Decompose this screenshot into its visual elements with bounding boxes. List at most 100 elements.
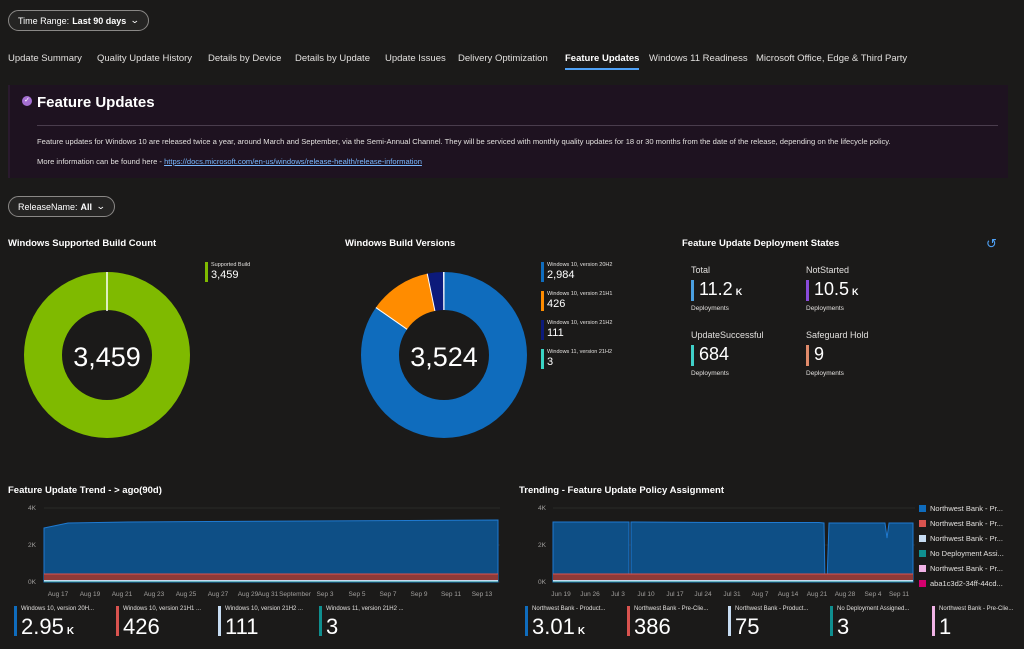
x-tick: Aug 14 [778,591,799,598]
tab-delivery-optimization[interactable]: Delivery Optimization [458,53,548,64]
legend-label: Windows 10, version 21H1 [547,291,613,297]
kpi-not-started[interactable]: NotStarted 10.5 K Deployments [806,265,859,312]
tab-windows-11-readiness[interactable]: Windows 11 Readiness [649,53,748,64]
x-tick: Sep 11 [889,591,910,598]
series-nwb-product-area[interactable] [552,521,914,583]
kpi-label: Northwest Bank - Product... [735,606,809,612]
tab-office-edge-third-party[interactable]: Microsoft Office, Edge & Third Party [756,53,908,64]
kpi-accent [932,606,935,636]
banner-description: Feature updates for Windows 10 are relea… [37,137,891,146]
legend-label: Northwest Bank - Pr... [930,564,1003,573]
kpi-accent [691,345,694,366]
supported-build-center-value: 3,459 [73,342,141,372]
kpi-number: 111 [225,614,259,639]
series-nwb-product-2-area[interactable] [553,580,913,582]
legend-value: 426 [547,298,566,310]
legend-label: Windows 10, version 20H2 [547,262,613,268]
time-range-label: Time Range: [18,15,70,26]
kpi-label: Windows 11, version 21H2 ... [326,606,404,612]
kpi-value: 11.2 K [699,279,742,300]
x-tick: Sep 3 [317,591,334,598]
legend-label: Northwest Bank - Pr... [930,519,1003,528]
kpi-accent [728,606,731,636]
legend-swatch [541,349,544,369]
refresh-icon[interactable]: ↺ [986,236,997,251]
kpi-label: Northwest Bank - Pre-Clie... [634,606,709,612]
x-tick: Aug 21 [807,591,828,598]
y-tick: 4K [538,505,547,512]
series-win10-21h2-area[interactable] [44,580,498,582]
policy-legend-item[interactable]: aba1c3d2-34ff-44cd... [919,579,1003,588]
kpi-value: 3 [326,614,341,640]
chevron-down-icon: ⌄ [95,201,106,211]
x-tick: Sep 7 [380,591,397,598]
deployment-states-title: Feature Update Deployment States [682,238,840,249]
x-tick: Jul 10 [637,591,655,598]
legend-value: 3 [547,356,554,368]
legend-value: 111 [547,327,564,339]
policy-legend-item[interactable]: No Deployment Assi... [919,549,1004,558]
kpi-sub: Deployments [691,305,729,312]
kpi-sub: Deployments [806,305,844,312]
legend-value: 3,459 [211,269,239,281]
slice-separator [375,307,408,330]
kpi-unit: K [66,626,75,637]
policy-legend-item[interactable]: Northwest Bank - Pr... [919,519,1003,528]
x-tick: Jul 31 [723,591,741,598]
kpi-number: 1 [939,614,952,639]
legend-swatch [919,520,926,527]
kpi-number: 11.2 [699,279,733,299]
release-name-filter[interactable]: ReleaseName: All ⌄ [8,196,115,217]
x-tick: Jun 26 [580,591,600,598]
time-range-filter[interactable]: Time Range: Last 90 days ⌄ [8,10,149,31]
release-name-label: ReleaseName: [18,201,78,212]
kpi-total[interactable]: Total 11.2 K Deployments [691,265,742,312]
kpi-accent [116,606,119,636]
legend-swatch [919,505,926,512]
legend-label: Supported Build [211,262,251,268]
supported-build-donut: 3,459 [24,272,190,438]
kpi-sub: Deployments [806,370,844,377]
tab-update-summary[interactable]: Update Summary [8,53,82,64]
legend-swatch [919,550,926,557]
kpi-accent [806,280,809,301]
x-tick: Sep 13 [472,591,493,598]
series-win10-21h1-area[interactable] [44,574,498,582]
policy-legend-item[interactable]: Northwest Bank - Pr... [919,534,1003,543]
y-tick: 0K [538,579,547,586]
kpi-sub: Deployments [691,370,729,377]
time-range-value: Last 90 days [72,15,127,26]
tab-details-by-device[interactable]: Details by Device [208,53,282,64]
kpi-label: Safeguard Hold [806,330,869,340]
tab-update-issues[interactable]: Update Issues [385,53,446,64]
policy-legend-item[interactable]: Northwest Bank - Pr... [919,564,1003,573]
kpi-accent [319,606,322,636]
release-info-link[interactable]: https://docs.microsoft.com/en-us/windows… [164,157,422,166]
legend-swatch [541,262,544,282]
policy-legend-item[interactable]: Northwest Bank - Pr... [919,504,1003,513]
kpi-label: NotStarted [806,265,850,275]
x-tick: Aug 27 [208,591,229,598]
series-nwb-preclient-area[interactable] [553,574,913,582]
trend-area-chart[interactable]: 4K 2K 0K Aug 17 Aug 19 Aug 21 Aug 23 Aug… [8,500,500,600]
kpi-number: 3.01 [532,614,575,639]
tab-quality-update-history[interactable]: Quality Update History [97,53,193,64]
series-win10-20h2-area[interactable] [43,519,499,583]
y-tick: 2K [538,542,547,549]
build-versions-donut: 3,524 [361,272,527,438]
policy-x-ticks: Jun 19 Jun 26 Jul 3 Jul 10 Jul 17 Jul 24… [551,591,909,598]
kpi-value: 684 [699,344,732,365]
kpi-update-successful[interactable]: UpdateSuccessful 684 Deployments [691,330,764,377]
kpi-label: Windows 10, version 20H... [21,606,95,612]
trend-x-ticks: Aug 17 Aug 19 Aug 21 Aug 23 Aug 25 Aug 2… [48,591,493,598]
kpi-label: UpdateSuccessful [691,330,764,340]
x-tick: Jul 24 [694,591,712,598]
legend-label: Windows 10, version 21H2 [547,320,613,326]
kpi-safeguard-hold[interactable]: Safeguard Hold 9 Deployments [806,330,869,377]
policy-area-chart[interactable]: 4K 2K 0K Jun 19 Jun 26 Jul 3 Jul 10 Jul … [519,500,915,600]
kpi-accent [218,606,221,636]
tab-feature-updates[interactable]: Feature Updates [565,53,640,70]
supported-build-title: Windows Supported Build Count [8,238,157,249]
tab-details-by-update[interactable]: Details by Update [295,53,370,64]
kpi-value: 1 [939,614,954,640]
